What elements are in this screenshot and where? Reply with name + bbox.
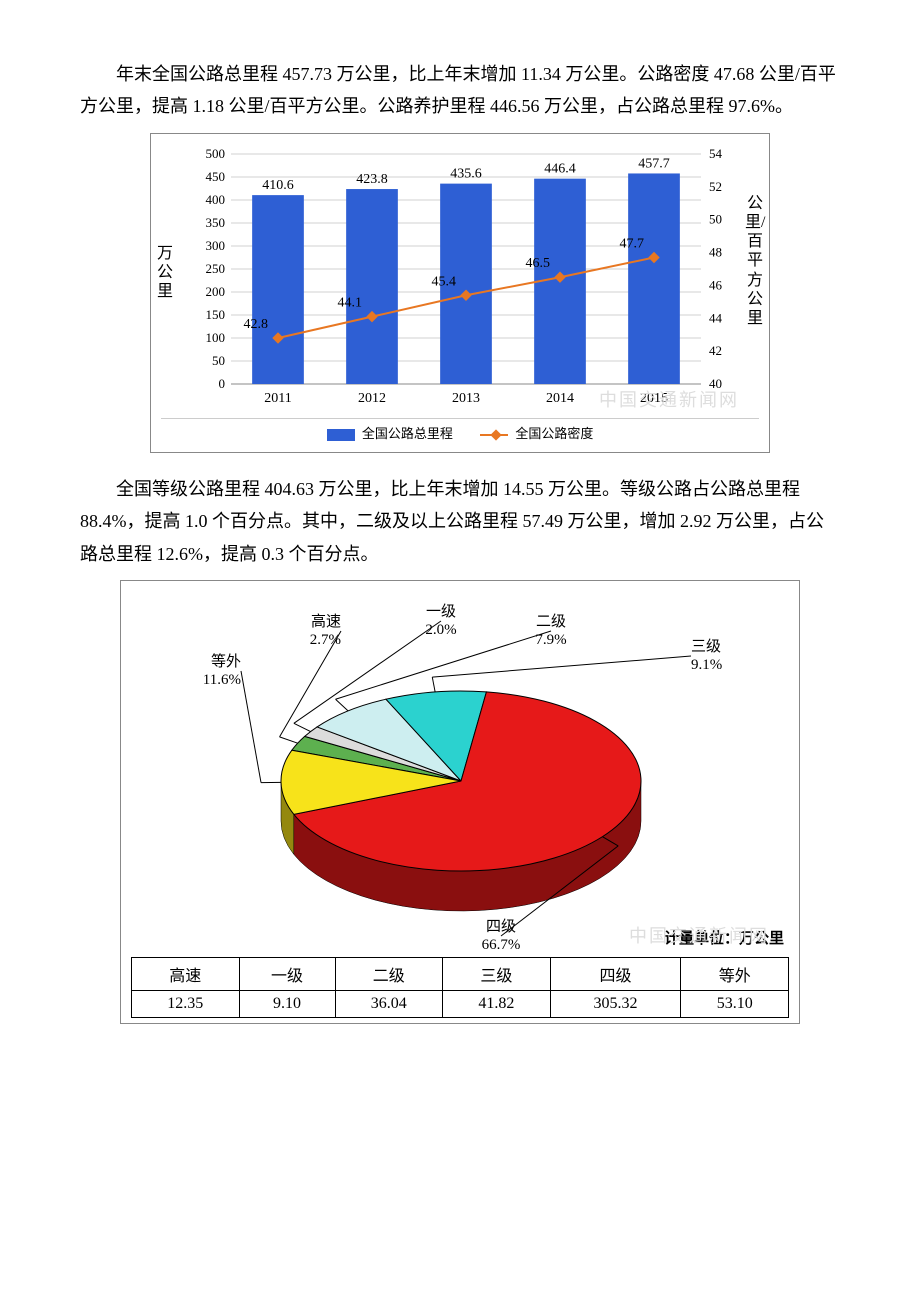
svg-text:9.1%: 9.1% (691, 657, 722, 673)
table-value-cell: 12.35 (132, 990, 240, 1017)
svg-text:2.0%: 2.0% (425, 622, 456, 638)
svg-text:二级: 二级 (536, 613, 566, 630)
svg-text:44: 44 (709, 310, 723, 325)
svg-text:三级: 三级 (691, 638, 721, 655)
svg-text:四级: 四级 (486, 918, 516, 935)
svg-text:52: 52 (709, 179, 722, 194)
table-header-cell: 二级 (335, 957, 443, 990)
pie-unit-label: 计量单位：万公里 (664, 927, 784, 948)
pie-chart-svg: 高速 2.7% 一级 2.0% 二级 7.9% 三级 9.1% 四级 66.7% 等外 11.6% (131, 591, 791, 951)
svg-text:54: 54 (709, 146, 723, 161)
svg-text:2.7%: 2.7% (310, 632, 341, 648)
svg-text:一级: 一级 (426, 603, 456, 620)
legend-bar-swatch (327, 429, 355, 441)
legend-bar: 全国公路总里程 (327, 423, 453, 442)
legend-bar-label: 全国公路总里程 (362, 426, 453, 441)
svg-text:2011: 2011 (264, 391, 291, 406)
svg-text:40: 40 (709, 376, 722, 391)
svg-text:400: 400 (206, 192, 226, 207)
table-value-row: 12.359.1036.0441.82305.3253.10 (132, 990, 789, 1017)
y-left-axis-title: 万公里 (155, 244, 175, 302)
svg-text:2014: 2014 (546, 391, 574, 406)
svg-text:457.7: 457.7 (638, 156, 670, 171)
svg-text:2013: 2013 (452, 391, 480, 406)
paragraph-1: 年末全国公路总里程 457.73 万公里，比上年末增加 11.34 万公里。公路… (80, 58, 840, 123)
y-right-axis-title: 公里/百平方公里 (745, 194, 765, 328)
table-header-cell: 等外 (681, 957, 789, 990)
svg-text:等外: 等外 (211, 652, 241, 670)
svg-text:500: 500 (206, 146, 226, 161)
table-value-cell: 305.32 (550, 990, 681, 1017)
table-value-cell: 53.10 (681, 990, 789, 1017)
svg-text:200: 200 (206, 284, 226, 299)
table-value-cell: 36.04 (335, 990, 443, 1017)
svg-text:250: 250 (206, 261, 226, 276)
svg-text:150: 150 (206, 307, 226, 322)
svg-text:410.6: 410.6 (262, 178, 294, 193)
svg-text:300: 300 (206, 238, 226, 253)
bar-line-chart: 万公里 公里/百平方公里 0 50 100 150 200 250 300 350 400 450… (150, 133, 770, 453)
svg-text:50: 50 (709, 211, 722, 226)
table-header-cell: 高速 (132, 957, 240, 990)
svg-text:0: 0 (219, 376, 226, 391)
svg-text:2015: 2015 (640, 391, 668, 406)
svg-text:46.5: 46.5 (526, 256, 551, 271)
svg-text:48: 48 (709, 244, 722, 259)
table-header-cell: 一级 (239, 957, 335, 990)
legend-line-swatch (480, 434, 508, 436)
svg-text:47.7: 47.7 (620, 236, 645, 251)
svg-text:11.6%: 11.6% (203, 672, 241, 688)
table-header-cell: 三级 (443, 957, 551, 990)
svg-text:350: 350 (206, 215, 226, 230)
svg-text:450: 450 (206, 169, 226, 184)
legend-line: 全国公路密度 (480, 423, 593, 442)
svg-text:446.4: 446.4 (544, 161, 576, 176)
table-header-cell: 四级 (550, 957, 681, 990)
svg-text:66.7%: 66.7% (482, 937, 521, 951)
svg-text:高速: 高速 (311, 613, 341, 630)
table-value-cell: 41.82 (443, 990, 551, 1017)
svg-text:7.9%: 7.9% (535, 632, 566, 648)
table-value-cell: 9.10 (239, 990, 335, 1017)
pie-data-table: 高速一级二级三级四级等外 12.359.1036.0441.82305.3253… (131, 957, 789, 1018)
svg-text:2012: 2012 (358, 391, 386, 406)
legend-line-label: 全国公路密度 (515, 426, 593, 441)
bar-chart-legend: 全国公路总里程 全国公路密度 (161, 418, 759, 446)
bar-chart-svg: 0 50 100 150 200 250 300 350 400 450 500 40 42 44 46 48… (161, 144, 761, 414)
svg-text:44.1: 44.1 (338, 295, 363, 310)
svg-text:45.4: 45.4 (432, 274, 457, 289)
svg-text:435.6: 435.6 (450, 166, 482, 181)
table-header-row: 高速一级二级三级四级等外 (132, 957, 789, 990)
svg-text:50: 50 (212, 353, 225, 368)
svg-text:46: 46 (709, 277, 723, 292)
pie-chart: 高速 2.7% 一级 2.0% 二级 7.9% 三级 9.1% 四级 66.7% 等外 11.6% 计… (120, 580, 800, 1024)
svg-text:423.8: 423.8 (356, 172, 388, 187)
paragraph-2: 全国等级公路里程 404.63 万公里，比上年末增加 14.55 万公里。等级公… (80, 473, 840, 570)
svg-text:42.8: 42.8 (244, 317, 269, 332)
svg-text:42: 42 (709, 343, 722, 358)
svg-text:100: 100 (206, 330, 226, 345)
